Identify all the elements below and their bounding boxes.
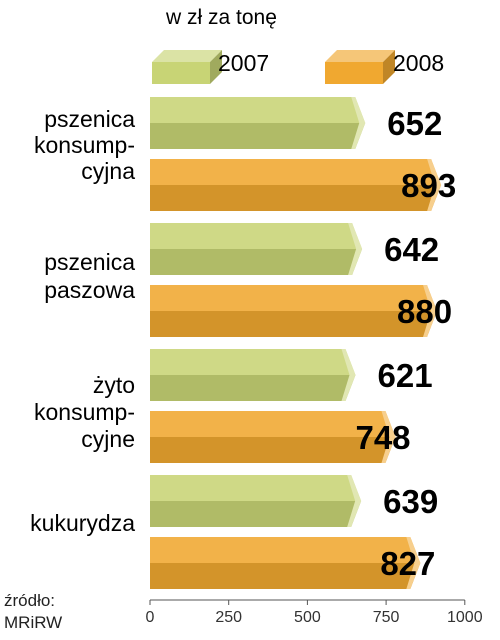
- tick-label: 1000: [447, 609, 483, 626]
- category-labels: pszenicakonsump-cyjnapszenicapaszoważyto…: [30, 106, 135, 536]
- value-label: 639: [383, 483, 438, 520]
- value-label: 748: [355, 419, 410, 456]
- legend-swatch-front: [325, 62, 383, 84]
- tick-label: 0: [146, 609, 155, 626]
- value-label: 827: [380, 545, 435, 582]
- bar-face-bottom: [150, 311, 438, 337]
- bar-2007-3: 639: [150, 475, 438, 527]
- value-label: 642: [384, 231, 439, 268]
- unit-label: w zł za tonę: [165, 6, 277, 29]
- category-label-line: konsump-: [34, 132, 135, 158]
- legend-item-2007: 2007: [152, 50, 269, 84]
- bar-2008-3: 827: [150, 537, 435, 589]
- x-axis: 0 250 500 750 1000: [146, 599, 483, 626]
- bar-face-bottom: [150, 501, 362, 527]
- bar-cap: [351, 97, 366, 149]
- bar-2008-0: 893: [150, 159, 456, 211]
- bar-face-top: [150, 285, 438, 311]
- bar-cap: [341, 349, 356, 401]
- category-label-line: pszenica: [44, 249, 135, 275]
- bar-cap: [348, 223, 363, 275]
- tick-label: 500: [294, 609, 321, 626]
- bar-2007-0: 652: [150, 97, 442, 149]
- category-label-line: konsump-: [34, 399, 135, 425]
- bar-face-top: [150, 349, 356, 375]
- bar-face-bottom: [150, 249, 363, 275]
- category-label-line: żyto: [93, 372, 135, 398]
- bar-face-top: [150, 97, 366, 123]
- tick-label: 750: [373, 609, 400, 626]
- category-label-line: pszenica: [44, 106, 135, 132]
- value-label: 652: [387, 105, 442, 142]
- source-note: źródło: MRiRW: [4, 591, 62, 632]
- category-label-line: paszowa: [44, 277, 135, 303]
- legend: w zł za tonę 2007 2008: [152, 6, 444, 84]
- tick-label: 250: [215, 609, 242, 626]
- bar-face-top: [150, 411, 396, 437]
- bar-face-top: [150, 537, 421, 563]
- category-label-3: kukurydza: [30, 510, 135, 536]
- bar-cap: [347, 475, 362, 527]
- legend-swatch-side: [383, 50, 395, 84]
- value-label: 880: [397, 293, 452, 330]
- bar-face-top: [150, 159, 442, 185]
- legend-swatch-top: [152, 50, 222, 62]
- category-label-line: cyjne: [81, 426, 135, 452]
- bar-face-bottom: [150, 563, 421, 589]
- legend-label: 2007: [218, 50, 269, 76]
- bar-cap: [381, 411, 396, 463]
- bar-2008-2: 748: [150, 411, 411, 463]
- legend-swatch-side: [210, 50, 222, 84]
- source-label: źródło:: [4, 591, 55, 610]
- legend-item-2008: 2008: [325, 50, 444, 84]
- bar-face-bottom: [150, 185, 442, 211]
- bar-2008-1: 880: [150, 285, 452, 337]
- bar-cap: [423, 285, 438, 337]
- value-label: 893: [401, 167, 456, 204]
- bar-face-bottom: [150, 437, 396, 463]
- bar-2007-2: 621: [150, 349, 433, 401]
- bar-2007-1: 642: [150, 223, 439, 275]
- bar-face-bottom: [150, 375, 356, 401]
- legend-swatch-top: [325, 50, 395, 62]
- legend-swatch-front: [152, 62, 210, 84]
- legend-label: 2008: [393, 50, 444, 76]
- category-label-line: kukurydza: [30, 510, 135, 536]
- category-label-line: cyjna: [81, 158, 135, 184]
- source-name: MRiRW: [4, 613, 62, 632]
- bar-cap: [427, 159, 442, 211]
- bar-face-top: [150, 475, 362, 501]
- value-label: 621: [377, 357, 432, 394]
- bar-cap: [406, 537, 421, 589]
- bar-face-bottom: [150, 123, 366, 149]
- bars: 652 893 642 880 621 748 639 827: [150, 97, 456, 589]
- bar-face-top: [150, 223, 363, 249]
